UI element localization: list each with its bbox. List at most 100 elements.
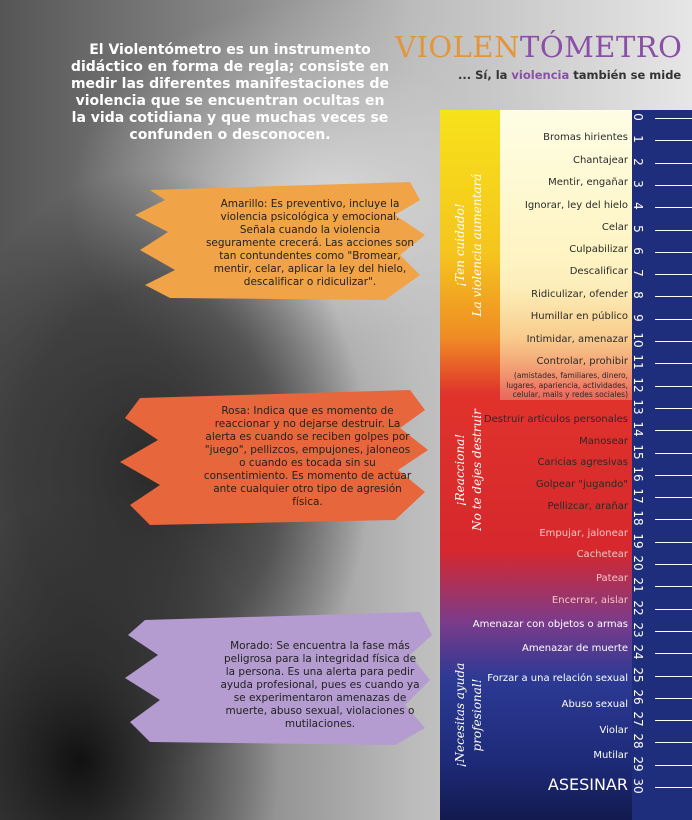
side-label: La violencia aumentará: [470, 173, 484, 317]
scale-item: Cachetear: [576, 549, 628, 560]
section-text: Rosa: Indica que es momento de reacciona…: [203, 405, 412, 508]
ruler-tick: [655, 318, 692, 320]
ruler-tick: [655, 519, 692, 521]
ruler-tick: [655, 452, 692, 454]
scale-item: Golpear "jugando": [535, 479, 628, 490]
scale-item: Patear: [595, 573, 628, 584]
ruler-tick: [655, 564, 692, 565]
ruler-tick: [655, 541, 692, 543]
scale-item: Bromas hirientes: [543, 132, 628, 143]
scale-item: Abuso sexual: [561, 699, 628, 710]
scale-item: Amenazar de muerte: [522, 643, 628, 654]
title-part: VIOLEN: [395, 30, 520, 64]
scale-item: Encerrar, aislar: [551, 595, 628, 606]
scale-highlight: [500, 110, 632, 400]
ruler-number: 3: [631, 180, 645, 188]
scale-item: Amenazar con objetos o armas: [472, 619, 628, 630]
ruler-tick: [655, 184, 692, 186]
ruler-number: 5: [631, 224, 645, 233]
ruler-tick: [655, 363, 692, 365]
ruler-number: 11: [631, 354, 645, 370]
title: VIOLENTÓMETRO: [395, 30, 682, 64]
ruler-number: 28: [631, 733, 645, 750]
ruler-number: 1: [631, 135, 645, 144]
intro-text: El Violentómetro es un instrumento didác…: [70, 42, 390, 143]
ruler-tick: [655, 430, 692, 432]
ruler-tick: [655, 341, 692, 342]
scale-item: Chantajear: [572, 155, 628, 166]
ruler-number: 27: [631, 711, 645, 727]
ruler-tick: [655, 296, 692, 298]
ruler-tick: [655, 653, 692, 655]
ruler-number: 25: [631, 666, 645, 683]
scale-item: Ridiculizar, ofender: [531, 289, 628, 300]
subtitle-part: violencia: [511, 68, 570, 82]
section-text: Amarillo: Es preventivo, incluye la viol…: [205, 198, 415, 288]
ruler-tick: [655, 251, 692, 253]
ruler-tick: [655, 586, 692, 588]
ruler-tick: [655, 162, 692, 164]
brush-purple: [125, 612, 432, 745]
ruler-number: 24: [631, 644, 645, 660]
ruler-number: 6: [631, 246, 645, 255]
ruler-tick: [655, 764, 692, 766]
ruler-number: 21: [631, 577, 645, 593]
scale-item: Ignorar, ley del hielo: [524, 200, 628, 211]
scale-item: Descalificar: [569, 266, 628, 277]
scale-item: Caricias agresivas: [537, 457, 628, 468]
ruler-tick: [655, 118, 692, 119]
subtitle-part: también se mide: [569, 68, 682, 82]
scale-item: ASESINAR: [547, 775, 628, 794]
ruler-tick: [655, 697, 692, 699]
scale-item: Mentir, engañar: [548, 177, 628, 188]
ruler-number: 14: [631, 421, 645, 437]
ruler-number: 8: [631, 291, 645, 300]
ruler-number: 16: [631, 466, 645, 482]
ruler-tick: [655, 207, 692, 209]
ruler-tick: [655, 720, 692, 722]
ruler-number: 10: [631, 332, 645, 348]
ruler-tick: [655, 608, 692, 610]
scale-item: Mutilar: [593, 750, 628, 761]
ruler-number: 30: [631, 778, 645, 794]
scale-item: Pellizcar, arañar: [547, 501, 628, 512]
side-label: ¡Ten cuidado!: [453, 203, 467, 287]
ruler-number: 26: [631, 689, 645, 705]
ruler-number: 19: [631, 533, 645, 549]
ruler-number: 4: [631, 202, 645, 210]
subtitle-part: ... Sí, la: [458, 68, 512, 82]
scale-item: Manosear: [579, 436, 628, 447]
ruler-number: 15: [631, 443, 645, 460]
ruler-tick: [655, 274, 692, 276]
ruler-tick: [655, 787, 692, 788]
scale-item: Violar: [599, 725, 628, 736]
scale-item-detail: (amistades, familiares, dinero, lugares,…: [506, 371, 628, 399]
ruler-number: 17: [631, 488, 645, 504]
ruler-number: 12: [631, 376, 645, 393]
side-label: No te dejes destruir: [470, 409, 484, 531]
ruler-number: 20: [631, 555, 645, 571]
ruler-tick: [655, 474, 692, 476]
scale-item: Celar: [601, 222, 628, 233]
ruler-tick: [655, 742, 692, 744]
scale-item: Culpabilizar: [569, 244, 628, 255]
side-label: ¡Reacciona!: [453, 433, 467, 507]
section-text: Morado: Se encuentra la fase más peligro…: [220, 640, 420, 730]
scale-item: Humillar en público: [530, 311, 628, 322]
ruler: [632, 110, 692, 820]
ruler-number: 22: [631, 599, 645, 616]
side-label: ¡Necesitas ayuda: [453, 662, 467, 768]
ruler-number: 13: [631, 399, 645, 415]
ruler-number: 29: [631, 756, 645, 772]
scale-item: Intimidar, amenazar: [526, 334, 628, 345]
scale-item: Forzar a una relación sexual: [487, 673, 628, 684]
ruler-tick: [655, 407, 692, 409]
ruler-number: 23: [631, 622, 645, 638]
ruler-tick: [655, 385, 692, 387]
ruler-number: 0: [631, 113, 645, 121]
scale-item: Empujar, jalonear: [539, 528, 628, 539]
ruler-number: 7: [631, 269, 645, 277]
scale-item: Controlar, prohibir: [536, 356, 628, 367]
